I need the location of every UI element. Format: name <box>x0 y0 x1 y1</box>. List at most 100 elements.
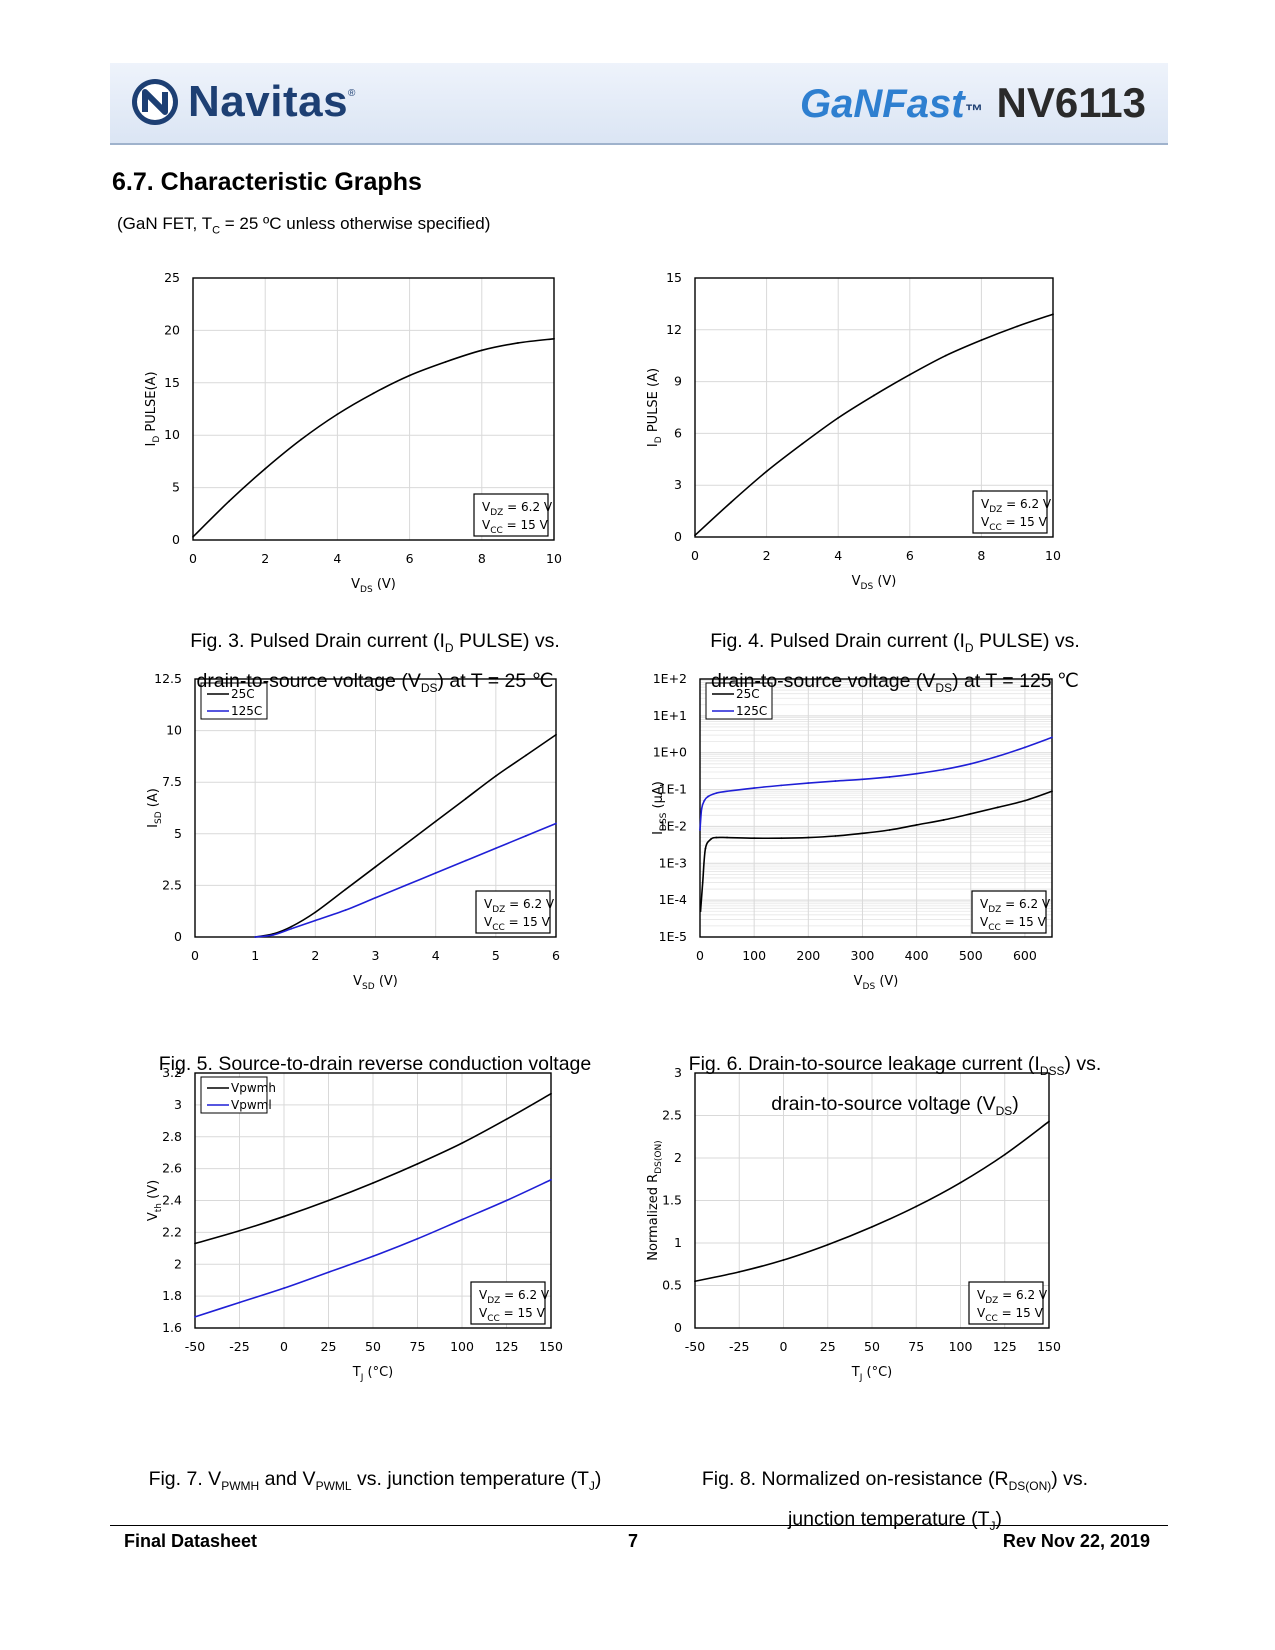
x-tick-label: 300 <box>851 948 875 963</box>
ganfast-logo: GaNFast <box>800 82 965 126</box>
fig6-data-point <box>807 782 810 784</box>
y-tick-label: 2.6 <box>162 1161 182 1176</box>
x-tick-label: 150 <box>1037 1339 1061 1354</box>
y-tick-label: 10 <box>166 723 182 738</box>
fig6-data-point <box>834 835 837 837</box>
y-tick-label: 2.2 <box>162 1224 182 1239</box>
svg-text:ID PULSE (A): ID PULSE (A) <box>646 368 664 447</box>
fig7-data-point <box>550 1178 552 1181</box>
fig4-data-point <box>801 442 804 445</box>
x-tick-label: 75 <box>908 1339 924 1354</box>
y-tick-label: 9 <box>674 374 682 389</box>
x-tick-label: 0 <box>691 548 699 563</box>
fig4-data-point <box>765 470 768 473</box>
fig7-x-axis-label: TJ (°C) <box>352 1365 393 1383</box>
fig5-data-point <box>494 775 497 777</box>
fig4-data-point <box>1052 313 1054 316</box>
fig6-data-point <box>715 792 718 795</box>
fig7-data-point <box>505 1199 508 1202</box>
fig6-svg: 1E-5 1E-4 1E-3 1E-2 1E-1 1E+0 1E+1 1E+2 0 100 200 3… <box>651 671 1053 992</box>
fig4-data-point <box>908 373 911 376</box>
y-tick-label: 2 <box>674 1150 682 1165</box>
svg-text:ID PULSE(A): ID PULSE(A) <box>144 371 162 446</box>
fig8-data-point <box>782 1259 785 1261</box>
x-tick-label: 150 <box>539 1339 563 1354</box>
fig7-data-point <box>327 1271 330 1274</box>
fig5-data-point <box>374 896 377 899</box>
fig7-data-point <box>372 1255 374 1258</box>
chart-fig8: 0 0.5 1 1.5 2 2.5 3 -50 -25 0 25 50 75 100 125 150 TJ (°… <box>646 1065 1130 1450</box>
chart-fig6: 1E-5 1E-4 1E-3 1E-2 1E-1 1E+0 1E+1 1E+2 0 100 200 3… <box>651 671 1130 1045</box>
fig6-data-point <box>915 772 918 775</box>
caption-fig5: Fig. 5. Source-to-drain reverse conducti… <box>158 1053 592 1075</box>
y-tick-label: 6 <box>674 425 682 440</box>
fig6-data-point <box>1024 746 1026 749</box>
fig5-data-point <box>464 797 467 800</box>
fig5-x-axis-label: VSD (V) <box>353 974 398 992</box>
y-tick-label: 12.5 <box>154 671 182 686</box>
legend-label: Vpwmh <box>231 1081 276 1095</box>
fig4-plot-frame <box>694 277 1054 538</box>
fig3-y-axis-label: ID PULSE(A) <box>144 371 162 446</box>
navitas-emblem-icon <box>132 79 178 125</box>
fig8-x-axis-label: TJ (°C) <box>851 1365 892 1383</box>
y-tick-label: 1E-5 <box>659 929 687 944</box>
y-tick-label: 1.6 <box>162 1320 182 1335</box>
x-tick-label: 2 <box>261 551 269 566</box>
fig5-data-point <box>314 919 317 922</box>
fig6-data-point <box>942 819 945 821</box>
y-tick-label: 1E-3 <box>659 855 687 870</box>
x-tick-label: 100 <box>949 1339 973 1354</box>
fig5-data-point <box>494 847 497 850</box>
fig6-data-point <box>1051 790 1053 793</box>
fig3-data-point <box>372 392 375 395</box>
fig3-data-point <box>264 467 267 470</box>
fig4-data-point <box>694 534 696 537</box>
legend-label: 125C <box>736 704 767 718</box>
fig5-data-point <box>464 859 467 862</box>
y-tick-label: 1.8 <box>162 1288 182 1303</box>
fig3-data-point <box>192 535 194 538</box>
fig7-grid <box>194 1072 552 1329</box>
fig6-x-axis-label: VDS (V) <box>854 974 899 992</box>
fig5-data-point <box>434 820 437 823</box>
fig6-data-point <box>699 829 701 831</box>
y-tick-label: 10 <box>164 427 180 442</box>
fig4-data-point <box>729 501 732 504</box>
fig3-data-point <box>408 374 411 377</box>
fig7-data-point <box>416 1162 419 1165</box>
fig5-data-point <box>314 911 317 914</box>
fig6-data-point <box>861 832 864 835</box>
fig8-svg: 0 0.5 1 1.5 2 2.5 3 -50 -25 0 25 50 75 100 125 150 TJ (°… <box>646 1065 1061 1383</box>
fig6-plot-frame <box>699 678 1053 938</box>
x-tick-label: 125 <box>495 1339 519 1354</box>
x-tick-label: 8 <box>977 548 985 563</box>
x-tick-label: 200 <box>796 948 820 963</box>
y-tick-label: 25 <box>164 270 180 285</box>
fig6-data-point <box>1051 736 1053 739</box>
fig7-plot-frame <box>194 1072 552 1329</box>
fig6-data-point <box>726 836 728 839</box>
fig6-data-point <box>703 799 706 802</box>
x-tick-label: 2 <box>763 548 771 563</box>
x-tick-label: -50 <box>685 1339 705 1354</box>
y-tick-label: 0 <box>174 929 182 944</box>
x-tick-label: 4 <box>834 548 842 563</box>
condition-line: VDZ = 6.2 V <box>482 500 553 518</box>
footer-revision: Rev Nov 22, 2019 <box>1002 1531 1150 1551</box>
caption-fig4: Fig. 4. Pulsed Drain current (ID PULSE) … <box>710 630 1080 695</box>
y-tick-label: 0 <box>172 532 180 547</box>
fig5-data-point <box>290 925 293 928</box>
y-tick-label: 3 <box>174 1097 182 1112</box>
fig4-y-axis-label: ID PULSE (A) <box>646 368 664 447</box>
x-tick-label: 600 <box>1013 948 1037 963</box>
fig8-data-point <box>738 1271 741 1273</box>
fig4-data-point <box>837 416 840 419</box>
y-tick-label: 15 <box>666 270 682 285</box>
fig7-legend: Vpwmh Vpwml <box>200 1076 276 1114</box>
x-tick-label: 100 <box>450 1339 474 1354</box>
fig7-data-point <box>550 1092 552 1095</box>
